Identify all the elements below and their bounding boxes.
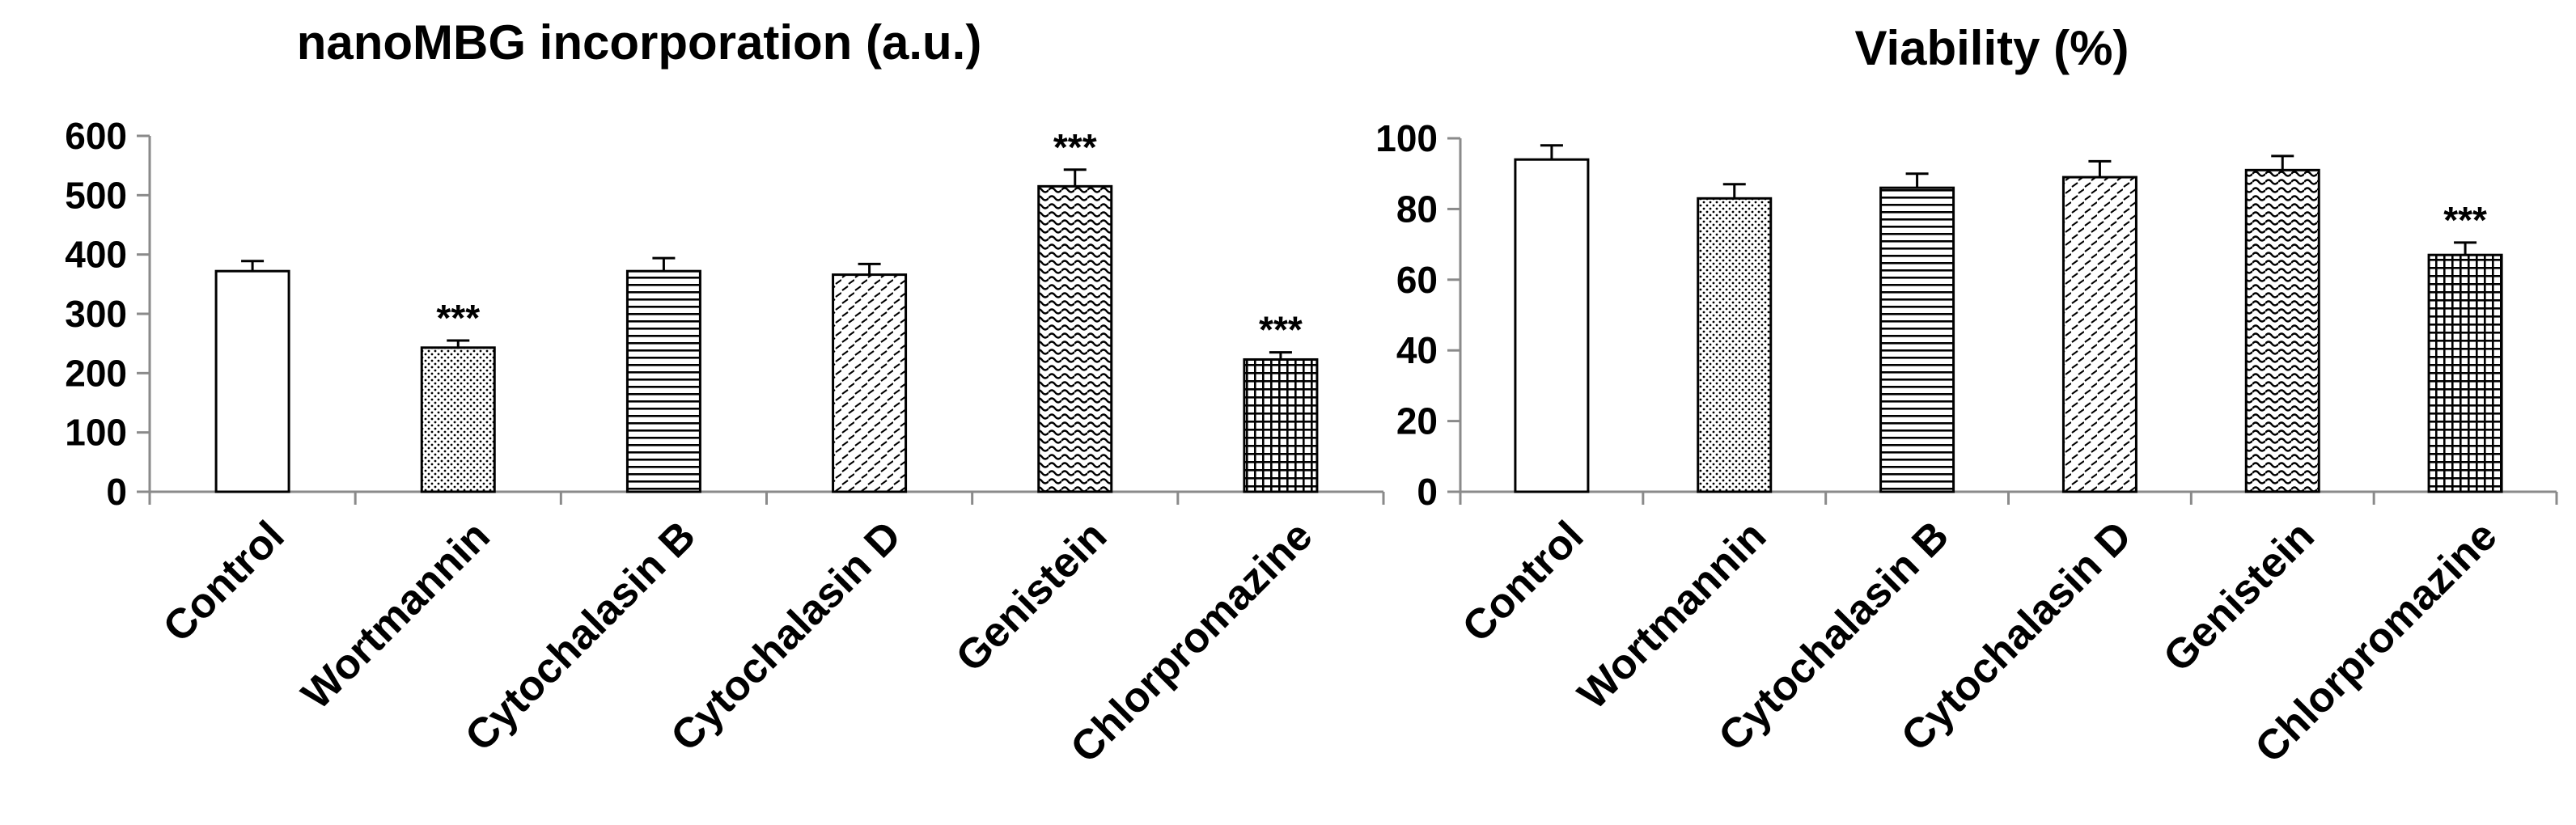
bar-chlorpromazine — [2427, 253, 2503, 493]
y-tick-label: 20 — [1396, 400, 1438, 442]
category-label: Control — [1454, 512, 1593, 651]
bar-wortmannin — [1697, 197, 1773, 493]
y-tick-label: 500 — [65, 174, 127, 216]
bar-control — [1514, 158, 1590, 493]
y-tick-label: 200 — [65, 352, 127, 394]
category-label: Genistein — [2154, 512, 2324, 681]
bar-cytochalasin-d — [832, 273, 908, 493]
y-tick-label: 0 — [1417, 471, 1438, 513]
chart-title: Viability (%) — [1855, 21, 2129, 75]
category-label: Control — [155, 512, 294, 651]
bar-control — [214, 269, 290, 493]
y-tick-label: 40 — [1396, 329, 1438, 371]
significance-label: *** — [2443, 199, 2487, 241]
significance-label: *** — [1053, 126, 1097, 168]
bar-genistein — [2244, 168, 2320, 493]
category-label: Wortmannin — [1569, 512, 1775, 718]
y-tick-label: 400 — [65, 234, 127, 276]
incorporation-chart: nanoMBG incorporation (a.u.) 0 100 200 300 4… — [65, 15, 1385, 772]
chart-title: nanoMBG incorporation (a.u.) — [297, 15, 982, 70]
bar-cytochalasin-d — [2061, 176, 2137, 493]
bar-cytochalasin-b — [1879, 186, 1955, 493]
bar-cytochalasin-b — [625, 269, 701, 493]
y-tick-label: 300 — [65, 293, 127, 335]
y-tick-label: 100 — [1375, 117, 1438, 159]
y-tick-label: 80 — [1396, 188, 1438, 230]
category-label: Genistein — [947, 512, 1116, 681]
significance-label: *** — [1259, 309, 1303, 351]
bar-chlorpromazine — [1243, 358, 1319, 493]
y-tick-label: 60 — [1396, 259, 1438, 301]
category-label: Wortmannin — [293, 512, 499, 718]
y-tick-label: 600 — [65, 115, 127, 157]
bar-genistein — [1037, 184, 1113, 493]
bar-wortmannin — [420, 346, 496, 493]
y-tick-label: 100 — [65, 412, 127, 454]
significance-label: *** — [436, 297, 480, 339]
viability-chart: Viability (%) 0 20 40 60 80 100 ControlWortman… — [1375, 21, 2558, 772]
y-tick-label: 0 — [106, 471, 127, 513]
